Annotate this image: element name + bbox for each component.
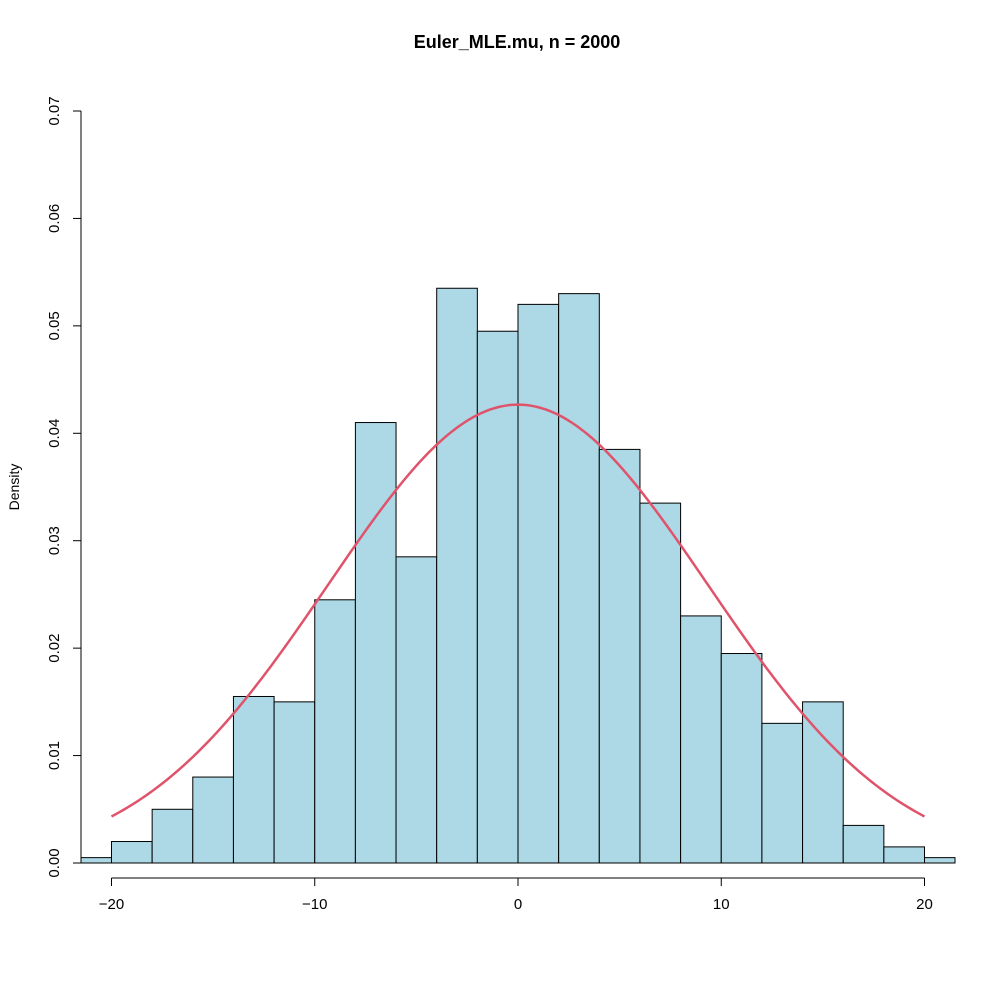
histogram-bar [598, 448, 641, 864]
y-tick-label: 0.00 [46, 848, 63, 877]
histogram-bar [924, 857, 956, 864]
y-axis: 0.00 0.01 0.02 0.03 0.04 0.05 0.06 0.07 [46, 96, 82, 878]
histogram-bar [476, 330, 519, 864]
y-tick-label: 0.07 [46, 96, 63, 125]
bars-group [80, 287, 956, 864]
y-tick-label: 0.05 [46, 311, 63, 340]
x-tick-label: −10 [302, 896, 327, 913]
x-tick-label: 10 [713, 896, 730, 913]
x-tick-label: 0 [514, 896, 522, 913]
histogram-bar [517, 303, 560, 864]
histogram-bar [436, 287, 478, 864]
histogram-bar [273, 701, 316, 864]
histogram-bar [151, 808, 194, 864]
histogram-bar [761, 722, 804, 864]
density-curve [110, 403, 926, 818]
histogram-bar [842, 824, 885, 864]
histogram-bar [639, 502, 682, 864]
histogram-bar [110, 841, 153, 864]
y-tick-label: 0.01 [46, 741, 63, 770]
histogram-bar [720, 653, 763, 864]
histogram-bar [883, 846, 926, 864]
histogram-bar [558, 293, 600, 864]
y-tick-label: 0.06 [46, 204, 63, 233]
y-tick-label: 0.03 [46, 526, 63, 555]
histogram-bar [192, 776, 234, 864]
histogram-bar [354, 422, 397, 864]
histogram-bar [314, 599, 356, 864]
y-axis-label: Density [6, 464, 22, 511]
histogram-bar [395, 556, 438, 864]
x-tick-label: −20 [99, 896, 124, 913]
y-tick-label: 0.04 [46, 419, 63, 448]
histogram-bar [232, 695, 275, 864]
histogram-bar [680, 615, 722, 864]
x-axis: −20 −10 0 10 20 [99, 877, 933, 913]
histogram-bar [80, 857, 112, 864]
x-tick-label: 20 [916, 896, 933, 913]
chart-title: Euler_MLE.mu, n = 2000 [414, 32, 621, 52]
y-tick-label: 0.02 [46, 634, 63, 663]
histogram-bar [802, 701, 844, 864]
